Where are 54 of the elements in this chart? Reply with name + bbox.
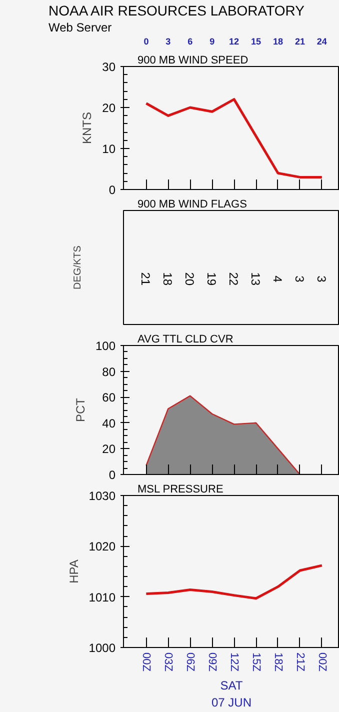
text: 18 xyxy=(160,272,175,286)
x-tick-label: 06Z xyxy=(184,652,196,672)
y-tick-label: 1030 xyxy=(88,489,116,503)
text: 4 xyxy=(270,276,284,282)
x-tick-label: 09Z xyxy=(206,652,218,672)
x-tick-label: 21 xyxy=(294,36,305,46)
text: 20 xyxy=(182,272,197,286)
chart-title: AVG TTL CLD CVR xyxy=(138,334,234,346)
y-tick-label: 20 xyxy=(102,101,116,115)
y-axis-title: PCT xyxy=(73,397,88,422)
line-series xyxy=(144,564,324,600)
text: 3 xyxy=(292,276,306,282)
x-tick-label: 12Z xyxy=(228,652,240,672)
text: 900 MB WIND FLAGS xyxy=(138,198,247,210)
x-tick-label: 3 xyxy=(166,36,171,46)
y-tick-label: 80 xyxy=(102,364,116,379)
x-axis-title: SAT 07 JUN xyxy=(211,678,252,710)
x-tick-label: 18 xyxy=(272,36,284,46)
line-series xyxy=(144,98,324,178)
text: DEG/KTS xyxy=(72,245,84,290)
x-tick-label: 24 xyxy=(316,36,327,46)
x-tick-label: 15Z xyxy=(250,652,262,672)
x-tick-label: 12 xyxy=(229,36,240,46)
text: 3 xyxy=(314,276,328,282)
y-tick-label: 30 xyxy=(102,60,116,74)
x-tick-label: 00Z xyxy=(140,652,152,672)
y-tick-label: 1020 xyxy=(88,540,116,554)
chart-title: NOAA AIR RESOURCES LABORATORY xyxy=(48,2,306,18)
text: 22 xyxy=(226,272,241,286)
x-tick-label: 0 xyxy=(144,36,149,46)
x-tick-label: 6 xyxy=(188,36,193,46)
y-axis-title: HPA xyxy=(66,560,81,584)
x-tick-label: 9 xyxy=(210,36,215,46)
y-tick-label: 60 xyxy=(102,390,116,405)
x-tick-label: 00Z xyxy=(316,652,328,672)
y-tick-label: 1000 xyxy=(88,641,116,655)
text: 19 xyxy=(204,272,219,286)
text: 21 xyxy=(138,272,153,286)
x-tick-label: 15 xyxy=(251,36,262,46)
y-axis-title: KNTS xyxy=(80,112,94,144)
y-tick-label: 10 xyxy=(102,142,116,156)
y-tick-label: 0 xyxy=(108,183,116,197)
y-tick-label: 40 xyxy=(102,416,116,430)
y-tick-label: 20 xyxy=(102,442,116,456)
chart-title: MSL PRESSURE xyxy=(138,484,224,496)
y-tick-label: 1010 xyxy=(88,590,116,604)
y-tick-label: 0 xyxy=(108,468,116,482)
text: 900 MB WIND SPEED xyxy=(138,54,248,66)
x-tick-label: 21Z xyxy=(294,652,306,672)
x-tick-label: 18Z xyxy=(272,652,284,672)
text: 13 xyxy=(248,272,263,286)
y-tick-label: 100 xyxy=(95,339,116,353)
x-tick-label: 03Z xyxy=(162,652,174,672)
chart-subtitle: Web Server xyxy=(48,20,112,34)
